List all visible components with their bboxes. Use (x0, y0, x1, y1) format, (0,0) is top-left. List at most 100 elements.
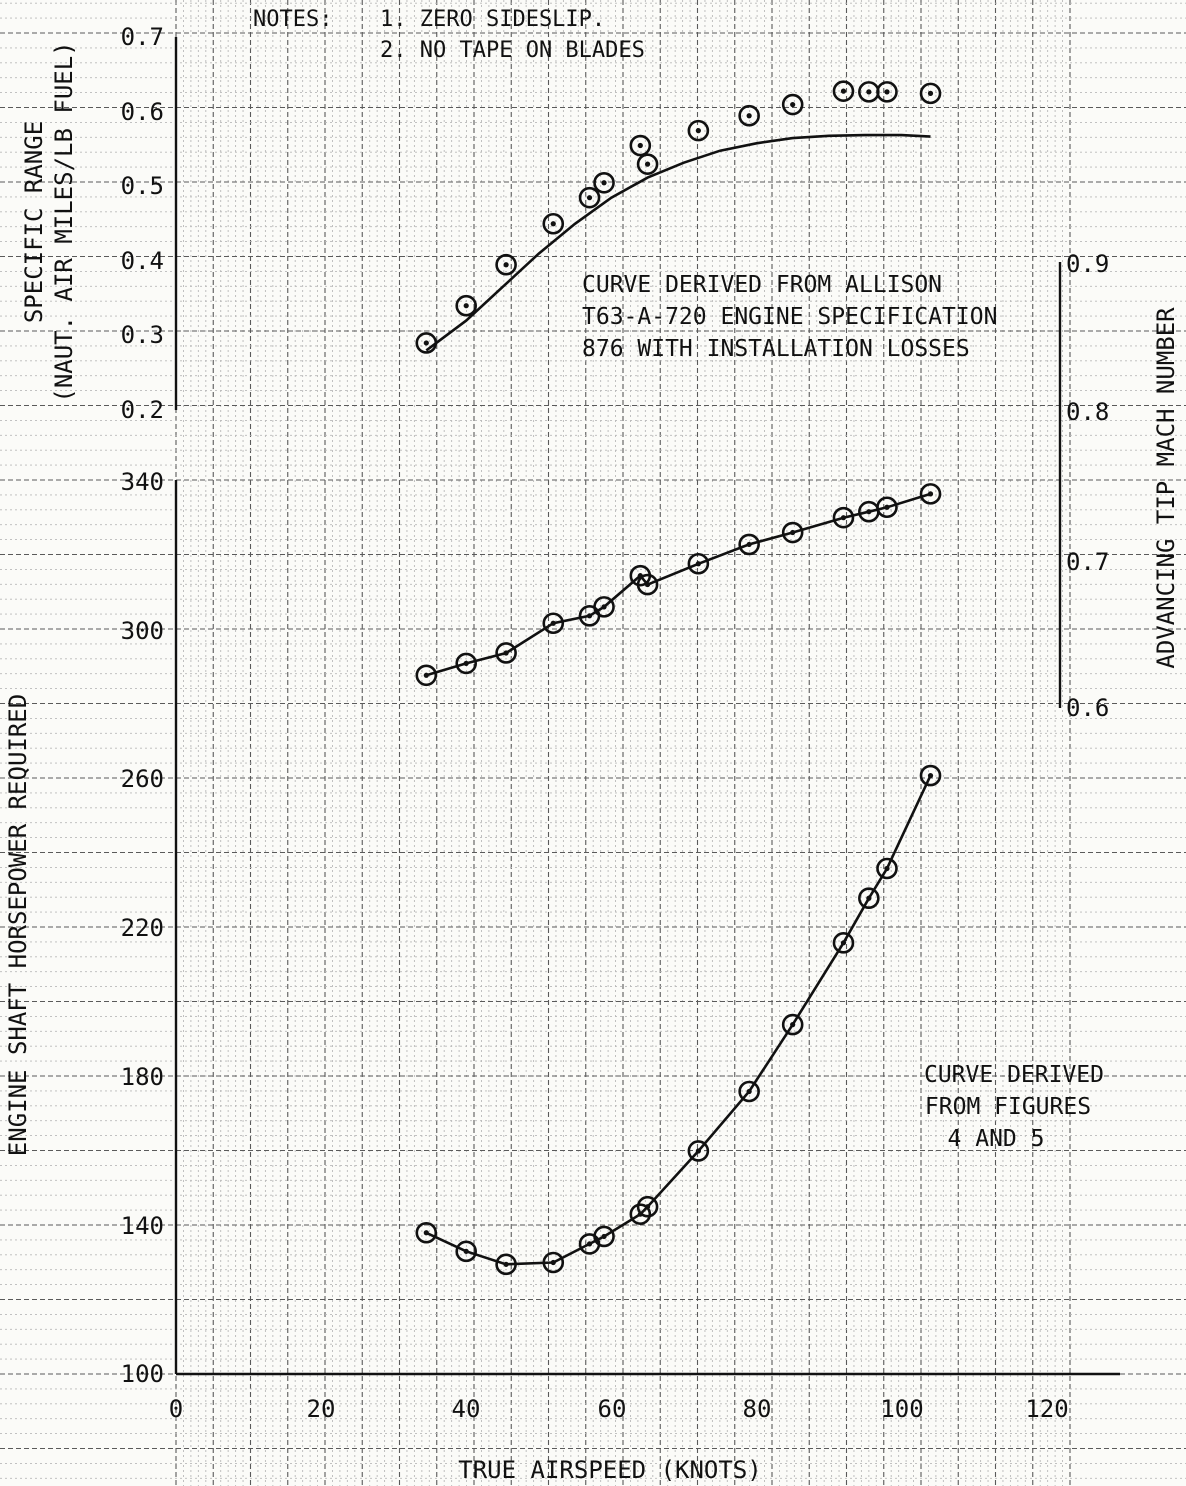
mach-number-point (738, 533, 760, 556)
y-tick-label: 0.6 (121, 98, 164, 126)
horsepower-point (593, 1225, 615, 1248)
y-ticks-horsepower: 100 140 180 220 260 300 340 (121, 468, 164, 1388)
data-point-center (644, 161, 651, 167)
data-point-ring (495, 253, 517, 276)
y-tick-label: 0.2 (121, 396, 164, 424)
y-tick-label: 0.3 (121, 321, 164, 349)
y-tick-label: 0.4 (121, 247, 164, 275)
y-tick-label: 100 (121, 1360, 164, 1388)
data-point-ring (919, 764, 942, 787)
y-ticks-specific-range: 0.2 0.3 0.4 0.5 0.6 0.7 (121, 23, 164, 424)
y-tick-label: 0.7 (1066, 548, 1109, 576)
data-point-center (601, 1233, 607, 1240)
data-point-ring (781, 1013, 804, 1036)
data-point-center (927, 772, 934, 779)
data-point-center (790, 529, 796, 536)
specific-range-point (636, 153, 659, 175)
mach-number-point (919, 483, 942, 505)
data-point-ring (542, 1251, 565, 1274)
data-point-ring (687, 552, 710, 575)
data-point-center (840, 88, 847, 94)
specific-range-point (578, 186, 601, 209)
y-tick-label: 0.7 (121, 23, 164, 51)
y-tick-label: 0.8 (1066, 398, 1109, 426)
mach-number-point (415, 664, 438, 687)
horsepower-point (738, 1080, 760, 1103)
specific-range-point (455, 294, 478, 317)
data-point-center (463, 660, 469, 666)
data-point-ring (495, 1253, 517, 1276)
annotation-line: T63-A-720 ENGINE SPECIFICATION (582, 304, 997, 330)
data-point-ring (876, 81, 898, 103)
mach-number-point (636, 573, 659, 596)
mach-number-point (578, 605, 601, 627)
y-tick-label: 0.6 (1066, 694, 1109, 722)
data-point-center (695, 1148, 701, 1154)
data-point-center (884, 504, 890, 510)
data-point-center (840, 940, 847, 946)
specific-range-curve (425, 133, 931, 352)
data-point-center (550, 1259, 556, 1266)
notes-heading: NOTES: (253, 7, 332, 32)
data-point-center (586, 195, 593, 201)
annotation-allison: CURVE DERIVED FROM ALLISON T63-A-720 ENG… (582, 272, 997, 362)
specific-range-point (687, 119, 710, 142)
horsepower-point (687, 1140, 710, 1162)
horsepower-point (578, 1233, 601, 1255)
data-point-center (927, 491, 934, 497)
data-point-ring (832, 80, 855, 102)
data-point-center (746, 113, 752, 119)
data-point-ring (832, 506, 855, 529)
data-point-ring (629, 1203, 652, 1225)
data-point-ring (542, 612, 565, 635)
specific-range-point (876, 81, 898, 103)
specific-range-point (738, 104, 760, 127)
data-point-ring (832, 932, 855, 954)
data-point-center (746, 541, 752, 548)
data-point-ring (495, 642, 517, 664)
mach-number-point (832, 506, 855, 529)
specific-range-point (832, 80, 855, 102)
data-point-center (866, 895, 872, 901)
data-point-center (463, 1248, 469, 1254)
note-item: 1. ZERO SIDESLIP. (380, 7, 605, 32)
data-point-center (586, 1241, 593, 1247)
y-axis-label-specific-range: SPECIFIC RANGE (20, 121, 48, 323)
y-axis-label-horsepower: ENGINE SHAFT HORSEPOWER REQUIRED (4, 694, 32, 1156)
y-axis-label-mach: ADVANCING TIP MACH NUMBER (1152, 307, 1180, 669)
horsepower-point (636, 1195, 659, 1218)
y-tick-label: 340 (121, 468, 164, 496)
specific-range-point (495, 253, 517, 276)
mach-number-point (781, 521, 804, 544)
data-point-ring (542, 212, 565, 235)
x-tick-label: 100 (880, 1395, 923, 1423)
x-tick-label: 120 (1025, 1395, 1068, 1423)
specific-range-point (781, 93, 804, 116)
data-point-ring (455, 652, 478, 675)
data-point-ring (415, 332, 438, 354)
data-point-center (840, 515, 847, 521)
note-item: 2. NO TAPE ON BLADES (380, 38, 645, 63)
data-point-ring (876, 857, 898, 880)
data-point-ring (781, 521, 804, 544)
data-point-ring (919, 483, 942, 505)
y-axis-label-specific-range-units: (NAUT. AIR MILES/LB FUEL) (50, 41, 78, 402)
data-point-center (644, 581, 651, 588)
horsepower-point (876, 857, 898, 880)
data-point-center (695, 128, 701, 134)
data-point-ring (629, 134, 652, 157)
horsepower-point (455, 1240, 478, 1263)
data-point-center (790, 1022, 796, 1028)
data-point-ring (876, 496, 898, 519)
specific-range-point (415, 332, 438, 354)
data-point-ring (455, 1240, 478, 1263)
data-point-center (601, 604, 607, 610)
x-tick-label: 80 (743, 1395, 772, 1423)
y-tick-label: 220 (121, 914, 164, 942)
data-point-ring (738, 533, 760, 556)
y-ticks-mach: 0.6 0.7 0.8 0.9 (1066, 250, 1109, 722)
annotation-line: CURVE DERIVED (924, 1062, 1104, 1088)
